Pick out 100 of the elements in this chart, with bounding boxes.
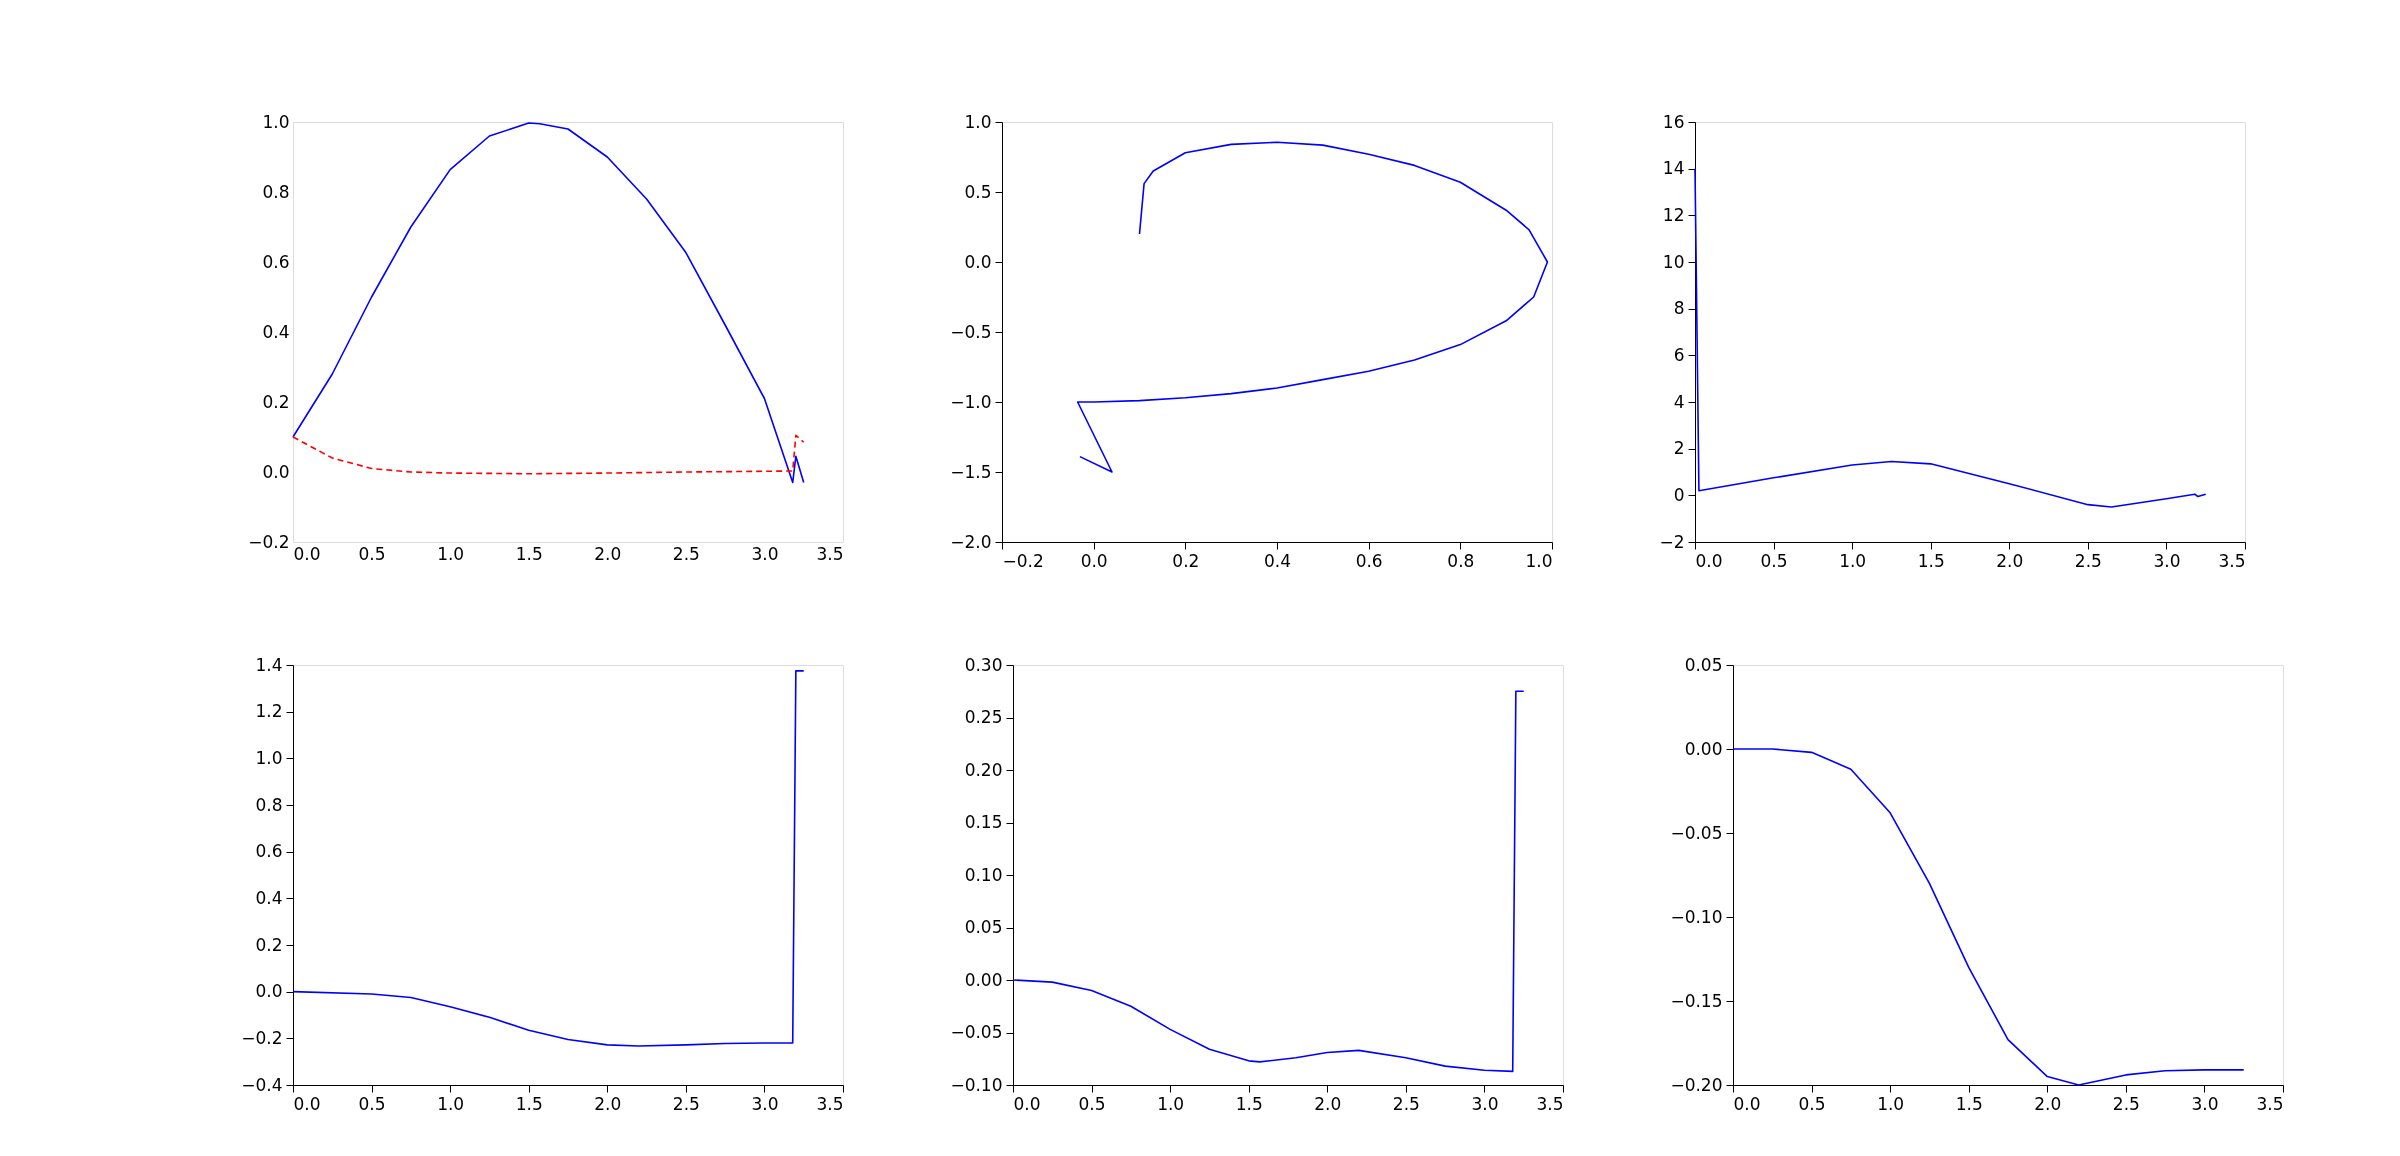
y-tick-label: 0.2 bbox=[262, 391, 290, 412]
y-tick-label: 6 bbox=[1673, 344, 1685, 365]
y-tick-label: −0.10 bbox=[950, 1074, 1003, 1095]
y-tick-label: −2 bbox=[1659, 531, 1685, 552]
x-tick-label: 2.0 bbox=[2034, 1093, 2062, 1114]
y-tick-label: 0.15 bbox=[964, 812, 1003, 832]
y-tick-label: 0.00 bbox=[964, 969, 1003, 990]
y-tick-label: 2 bbox=[1673, 438, 1685, 459]
x-tick-label: 2.5 bbox=[2074, 550, 2102, 571]
y-tick-label: 0.0 bbox=[964, 251, 992, 272]
x-tick-label: −0.2 bbox=[1002, 550, 1044, 571]
x-tick-label: 0.2 bbox=[1172, 550, 1200, 571]
x-tick-label: 1.5 bbox=[1955, 1093, 1983, 1114]
x-tick-label: 2.0 bbox=[1996, 550, 2024, 571]
y-tick-label: 1.4 bbox=[255, 654, 283, 675]
y-tick-label: 0.4 bbox=[262, 321, 290, 342]
line-series bbox=[292, 670, 805, 1047]
y-tick-label: 0.6 bbox=[255, 841, 283, 862]
x-tick-label: 3.5 bbox=[2256, 1093, 2284, 1114]
line-series bbox=[292, 434, 805, 475]
y-tick-label: −0.15 bbox=[1670, 990, 1723, 1011]
line-series bbox=[1694, 167, 2207, 508]
y-tick-label: 0.8 bbox=[255, 794, 283, 815]
y-tick-label: 0.05 bbox=[964, 917, 1003, 937]
y-tick-label: 0.0 bbox=[255, 981, 283, 1002]
x-tick-label: 3.0 bbox=[2191, 1093, 2219, 1114]
x-tick-label: 3.5 bbox=[816, 543, 844, 564]
x-tick-label: 2.5 bbox=[672, 1093, 700, 1114]
x-tick-label: 3.0 bbox=[1471, 1093, 1499, 1114]
x-tick-label: 2.5 bbox=[2112, 1093, 2140, 1114]
y-tick-label: −0.5 bbox=[950, 321, 992, 342]
y-tick-label: −1.0 bbox=[950, 391, 992, 412]
x-tick-label: 0.5 bbox=[358, 543, 386, 564]
x-tick-label: 1.5 bbox=[515, 543, 543, 564]
x-tick-label: 2.0 bbox=[594, 543, 622, 564]
y-tick-label: 0 bbox=[1673, 484, 1685, 505]
x-tick-label: 0.4 bbox=[1263, 550, 1292, 571]
x-tick-label: 0.6 bbox=[1355, 550, 1383, 571]
x-tick-label: 1.5 bbox=[1917, 550, 1945, 571]
y-tick-label: 0.20 bbox=[964, 759, 1003, 780]
line-series bbox=[1076, 141, 1549, 473]
y-tick-label: −2.0 bbox=[950, 531, 992, 552]
x-tick-label: 0.0 bbox=[1080, 550, 1108, 571]
y-tick-label: 10 bbox=[1662, 251, 1685, 272]
y-tick-label: 16 bbox=[1662, 111, 1685, 132]
y-tick-label: 0.5 bbox=[964, 181, 992, 202]
y-tick-label: 0.10 bbox=[964, 864, 1003, 885]
y-tick-label: −1.5 bbox=[950, 461, 992, 482]
x-tick-label: 3.0 bbox=[2153, 550, 2181, 571]
y-tick-label: 0.2 bbox=[255, 934, 283, 955]
y-tick-label: 1.0 bbox=[262, 111, 290, 132]
y-tick-label: −0.20 bbox=[1670, 1074, 1723, 1095]
y-tick-label: −0.05 bbox=[950, 1022, 1003, 1042]
x-tick-label: 2.5 bbox=[1392, 1093, 1420, 1114]
y-tick-label: 14 bbox=[1662, 158, 1685, 179]
x-tick-label: 1.0 bbox=[1157, 1093, 1185, 1114]
x-tick-label: 1.0 bbox=[437, 543, 465, 564]
x-tick-label: 2.5 bbox=[672, 543, 700, 564]
x-tick-label: 0.0 bbox=[293, 543, 321, 564]
y-tick-label: 1.0 bbox=[255, 747, 283, 768]
x-tick-label: 1.5 bbox=[1235, 1093, 1263, 1114]
x-tick-label: 3.0 bbox=[751, 1093, 779, 1114]
y-tick-label: 1.2 bbox=[255, 701, 283, 722]
x-tick-label: 0.0 bbox=[1013, 1093, 1041, 1114]
x-tick-label: 1.0 bbox=[1525, 550, 1553, 571]
x-tick-label: 2.0 bbox=[1314, 1093, 1342, 1114]
y-tick-label: −0.10 bbox=[1670, 906, 1723, 927]
x-tick-label: 3.0 bbox=[751, 543, 779, 564]
line-series bbox=[1732, 748, 2245, 1086]
x-tick-label: 3.5 bbox=[1536, 1093, 1564, 1114]
y-tick-label: 4 bbox=[1673, 391, 1685, 412]
x-tick-label: 1.5 bbox=[515, 1093, 543, 1114]
x-tick-label: 2.0 bbox=[594, 1093, 622, 1114]
y-tick-label: −0.4 bbox=[241, 1074, 283, 1095]
y-tick-label: −0.2 bbox=[241, 1027, 283, 1048]
y-tick-label: 0.05 bbox=[1684, 654, 1723, 675]
x-tick-label: 1.0 bbox=[437, 1093, 465, 1114]
x-tick-label: 0.8 bbox=[1447, 550, 1475, 571]
y-tick-label: 8 bbox=[1673, 298, 1685, 319]
x-tick-label: 3.5 bbox=[2218, 550, 2246, 571]
y-tick-label: 1.0 bbox=[964, 111, 992, 132]
x-tick-label: 0.0 bbox=[293, 1093, 321, 1114]
y-tick-label: −0.05 bbox=[1670, 822, 1723, 843]
y-tick-label: 0.8 bbox=[262, 181, 290, 202]
y-tick-label: 0.4 bbox=[255, 887, 283, 908]
x-tick-label: 0.5 bbox=[1078, 1093, 1106, 1114]
line-series bbox=[292, 122, 805, 484]
y-tick-label: 12 bbox=[1662, 204, 1685, 225]
x-tick-label: 0.0 bbox=[1733, 1093, 1761, 1114]
x-tick-label: 1.0 bbox=[1839, 550, 1867, 571]
x-tick-label: 0.5 bbox=[1760, 550, 1788, 571]
x-tick-label: 0.5 bbox=[1798, 1093, 1826, 1114]
y-tick-label: 0.00 bbox=[1684, 738, 1723, 759]
line-series bbox=[1012, 690, 1525, 1073]
x-tick-label: 3.5 bbox=[816, 1093, 844, 1114]
y-tick-label: 0.6 bbox=[262, 251, 290, 272]
x-tick-label: 0.5 bbox=[358, 1093, 386, 1114]
y-tick-label: 0.25 bbox=[964, 707, 1003, 727]
x-tick-label: 1.0 bbox=[1877, 1093, 1905, 1114]
y-tick-label: 0.30 bbox=[964, 654, 1003, 675]
